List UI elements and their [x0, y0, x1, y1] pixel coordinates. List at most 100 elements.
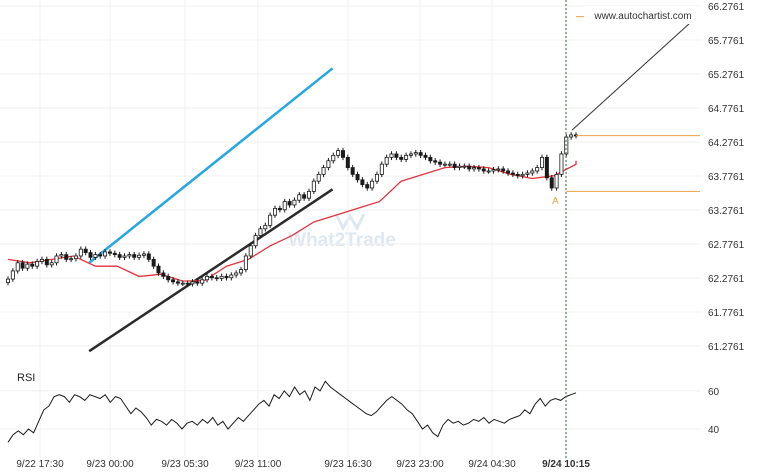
candle-body: [452, 163, 457, 168]
candle-body: [481, 168, 486, 172]
candle-body: [340, 150, 345, 158]
candle-body: [103, 251, 108, 257]
price-tick-label: 63.2761: [708, 206, 745, 217]
candle-body: [10, 270, 15, 280]
candle-body: [336, 150, 341, 156]
candle-body: [161, 272, 166, 277]
candle-body: [219, 275, 224, 279]
price-tick-label: 61.2761: [708, 342, 745, 353]
candle-body: [39, 258, 44, 262]
candle-body: [234, 272, 239, 276]
candle-body: [209, 275, 214, 279]
candle-body: [141, 253, 146, 256]
candle-body: [389, 153, 394, 158]
candle-body: [78, 248, 83, 257]
candle-body: [418, 152, 423, 156]
candle-body: [379, 163, 384, 175]
candle-body: [112, 252, 117, 256]
price-tick-label: 62.7761: [708, 240, 745, 251]
time-tick-label: 9/23 23:00: [396, 459, 444, 470]
candle-body: [69, 258, 74, 261]
forecast-arrow-line: [571, 16, 698, 131]
candle-body: [132, 254, 137, 258]
candlesticks: [6, 132, 579, 287]
candle-body: [166, 275, 171, 281]
candle-body: [239, 269, 244, 274]
price-tick-label: 64.2761: [708, 138, 745, 149]
price-tick-label: 64.7761: [708, 104, 745, 115]
time-tick-label: 9/23 05:30: [161, 459, 209, 470]
candle-body: [151, 258, 156, 267]
candle-body: [365, 184, 370, 189]
candle-body: [287, 201, 292, 206]
candle-body: [530, 170, 535, 174]
candle-body: [554, 173, 559, 189]
time-tick-label: 9/24 04:30: [468, 459, 516, 470]
candle-body: [506, 170, 511, 174]
candle-body: [540, 156, 545, 168]
candle-body: [205, 275, 210, 281]
rsi-title: RSI: [17, 372, 35, 384]
candle-body: [496, 168, 501, 171]
candle-body: [44, 258, 49, 266]
forecast: [571, 15, 698, 131]
candle-body: [292, 199, 297, 206]
candle-body: [501, 168, 506, 172]
candle-body: [273, 207, 278, 216]
candle-body: [438, 161, 443, 165]
candle-body: [195, 281, 200, 284]
candle-body: [88, 252, 93, 258]
candle-body: [491, 169, 496, 172]
candle-body: [35, 261, 40, 267]
candle-body: [302, 194, 307, 199]
price-tick-label: 62.2761: [708, 274, 745, 285]
candle-body: [171, 279, 176, 283]
candle-body: [214, 277, 219, 280]
candle-body: [83, 248, 88, 253]
candle-body: [559, 153, 564, 175]
candle-body: [355, 173, 360, 181]
logo-mark-icon: [334, 213, 366, 232]
candle-body: [180, 282, 185, 285]
candle-body: [442, 163, 447, 166]
candle-body: [15, 262, 20, 272]
what2trade-logo: What2Trade: [288, 213, 396, 251]
candle-body: [525, 172, 530, 175]
candle-body: [248, 245, 253, 257]
candle-body: [258, 228, 263, 236]
candle-body: [350, 167, 355, 175]
candle-body: [408, 153, 413, 156]
candle-body: [98, 254, 103, 257]
candle-body: [384, 156, 389, 165]
candle-body: [311, 180, 316, 192]
candle-body: [569, 134, 574, 138]
candle-body: [122, 255, 127, 258]
candle-body: [263, 224, 268, 230]
resistance-line: [88, 67, 334, 264]
price-axis: 66.2761 65.7761 65.2761 64.7761 64.2761 63.77…: [708, 2, 745, 353]
candle-body: [185, 282, 190, 285]
watermark-text: www.autochartist.com: [593, 11, 691, 22]
moving-average: [7, 160, 577, 282]
level-lines: A: [552, 16, 700, 207]
candle-body: [253, 235, 258, 247]
price-tick-label: 65.7761: [708, 36, 745, 47]
price-tick-label: 61.7761: [708, 308, 745, 319]
moving-average-line: [7, 160, 577, 282]
time-tick-label: 9/23 00:00: [86, 459, 134, 470]
candle-body: [156, 265, 161, 274]
candle-body: [224, 275, 229, 279]
candle-body: [127, 254, 132, 257]
candle-body: [321, 167, 326, 175]
candle-body: [107, 251, 112, 254]
candle-body: [6, 278, 11, 283]
rsi-tick-label: 40: [708, 425, 720, 436]
candle-body: [428, 156, 433, 162]
candle-body: [423, 154, 428, 158]
candle-body: [64, 254, 69, 260]
candle-body: [374, 173, 379, 182]
candle-body: [345, 156, 350, 168]
candle-body: [93, 254, 98, 258]
pattern-point-label: A: [552, 196, 559, 207]
